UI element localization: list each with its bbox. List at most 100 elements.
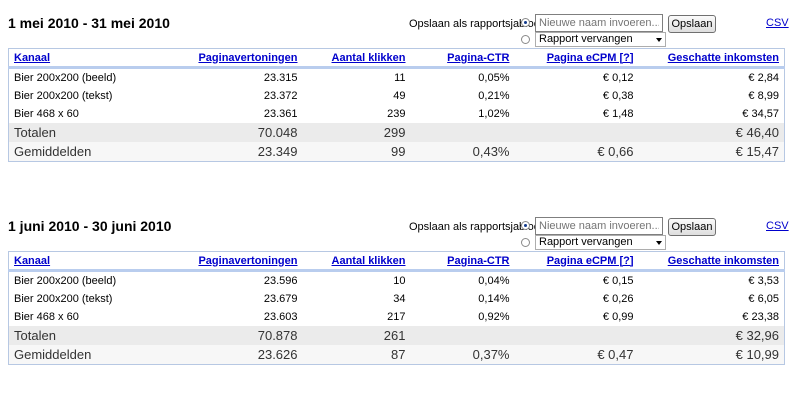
cell-ecpm: € 0,47	[514, 345, 639, 365]
cell-channel: Bier 468 x 60	[14, 108, 79, 120]
column-header-aantal-klikken[interactable]: Aantal klikken	[302, 48, 411, 69]
save-template-label: Opslaan als rapportsjabloon:	[409, 221, 550, 233]
cell-clicks: 299	[302, 123, 411, 142]
column-header-paginavertoningen[interactable]: Paginavertoningen	[138, 48, 303, 69]
template-name-input[interactable]	[535, 217, 663, 235]
cell-clicks: 87	[302, 345, 411, 365]
replace-report-radio[interactable]	[521, 35, 530, 44]
new-name-radio[interactable]	[521, 18, 530, 27]
cell-ctr: 0,05%	[478, 72, 510, 84]
column-header-pagina-ctr[interactable]: Pagina-CTR	[410, 251, 515, 272]
table-row: Bier 200x200 (tekst) 23.679 34 0,14% € 0…	[9, 290, 785, 308]
averages-label: Gemiddelden	[8, 142, 139, 162]
cell-clicks: 261	[302, 326, 411, 345]
table-row: Bier 200x200 (tekst) 23.372 49 0,21% € 0…	[9, 87, 785, 105]
column-header-kanaal[interactable]: Kanaal	[8, 251, 139, 272]
cell-ctr: 0,92%	[478, 311, 510, 323]
save-template-label: Opslaan als rapportsjabloon:	[409, 18, 550, 30]
averages-row: Gemiddelden 23.626 87 0,37% € 0,47 € 10,…	[8, 345, 785, 365]
table-header-row: Kanaal Paginavertoningen Aantal klikken …	[8, 251, 785, 272]
column-header-pagina-ecpm[interactable]: Pagina eCPM [?]	[514, 251, 639, 272]
column-header-paginavertoningen[interactable]: Paginavertoningen	[138, 251, 303, 272]
csv-export-link[interactable]: CSV	[766, 17, 789, 29]
column-header-pagina-ctr[interactable]: Pagina-CTR	[410, 48, 515, 69]
cell-revenue: € 2,84	[748, 72, 779, 84]
cell-ecpm: € 0,99	[602, 311, 634, 323]
cell-revenue: € 32,96	[638, 326, 785, 345]
report-title: 1 juni 2010 - 30 juni 2010	[8, 218, 172, 234]
cell-ecpm: € 0,15	[602, 275, 634, 287]
cell-clicks: 217	[387, 311, 406, 323]
cell-views: 23.349	[138, 142, 303, 162]
cell-views: 23.361	[263, 108, 298, 120]
cell-views: 23.315	[263, 72, 298, 84]
cell-clicks: 11	[394, 72, 406, 84]
cell-revenue: € 8,99	[748, 90, 779, 102]
csv-export-link[interactable]: CSV	[766, 220, 789, 232]
template-name-input[interactable]	[535, 14, 663, 32]
table-row: Bier 200x200 (beeld) 23.315 11 0,05% € 0…	[9, 68, 785, 88]
cell-ctr: 0,37%	[410, 345, 515, 365]
cell-clicks: 239	[387, 108, 406, 120]
dropdown-arrow-icon	[656, 241, 662, 245]
cell-ecpm	[514, 123, 639, 142]
table-row: Bier 468 x 60 23.361 239 1,02% € 1,48 € …	[9, 105, 785, 123]
cell-views: 23.679	[263, 293, 298, 305]
cell-ecpm: € 0,26	[602, 293, 634, 305]
cell-channel: Bier 200x200 (beeld)	[14, 72, 117, 84]
cell-ecpm: € 0,38	[602, 90, 634, 102]
cell-ctr: 0,21%	[478, 90, 510, 102]
cell-clicks: 34	[393, 293, 406, 305]
cell-clicks: 10	[393, 275, 406, 287]
table-row: Bier 200x200 (beeld) 23.596 10 0,04% € 0…	[9, 271, 785, 291]
cell-revenue: € 23,38	[742, 311, 779, 323]
column-header-aantal-klikken[interactable]: Aantal klikken	[302, 251, 411, 272]
cell-revenue: € 6,05	[748, 293, 779, 305]
report-title: 1 mei 2010 - 31 mei 2010	[8, 15, 170, 31]
cell-revenue: € 46,40	[638, 123, 785, 142]
cell-ctr	[410, 326, 515, 345]
totals-row: Totalen 70.878 261 € 32,96	[8, 326, 785, 345]
column-header-kanaal[interactable]: Kanaal	[8, 48, 139, 69]
cell-ecpm	[514, 326, 639, 345]
cell-ctr: 1,02%	[478, 108, 510, 120]
averages-row: Gemiddelden 23.349 99 0,43% € 0,66 € 15,…	[8, 142, 785, 162]
cell-clicks: 99	[302, 142, 411, 162]
replace-report-select[interactable]: Rapport vervangen	[535, 32, 666, 47]
cell-ecpm: € 0,66	[514, 142, 639, 162]
cell-revenue: € 34,57	[742, 108, 779, 120]
cell-channel: Bier 200x200 (beeld)	[14, 275, 117, 287]
column-header-pagina-ecpm[interactable]: Pagina eCPM [?]	[514, 48, 639, 69]
cell-channel: Bier 468 x 60	[14, 311, 79, 323]
cell-ecpm: € 0,12	[602, 72, 634, 84]
dropdown-arrow-icon	[656, 38, 662, 42]
save-template-button[interactable]: Opslaan	[668, 15, 716, 33]
cell-views: 23.596	[263, 275, 298, 287]
cell-ctr: 0,14%	[478, 293, 510, 305]
replace-report-select[interactable]: Rapport vervangen	[535, 235, 666, 250]
save-template-button[interactable]: Opslaan	[668, 218, 716, 236]
cell-views: 23.372	[263, 90, 298, 102]
column-header-geschatte-inkomsten[interactable]: Geschatte inkomsten	[638, 251, 785, 272]
cell-views: 70.048	[138, 123, 303, 142]
stats-table: Kanaal Paginavertoningen Aantal klikken …	[8, 48, 785, 162]
cell-ctr	[410, 123, 515, 142]
cell-views: 23.603	[263, 311, 298, 323]
replace-report-radio[interactable]	[521, 238, 530, 247]
replace-report-select-value: Rapport vervangen	[539, 236, 633, 248]
totals-row: Totalen 70.048 299 € 46,40	[8, 123, 785, 142]
cell-channel: Bier 200x200 (tekst)	[14, 90, 113, 102]
cell-channel: Bier 200x200 (tekst)	[14, 293, 113, 305]
averages-label: Gemiddelden	[8, 345, 139, 365]
new-name-radio[interactable]	[521, 221, 530, 230]
cell-clicks: 49	[393, 90, 406, 102]
cell-views: 23.626	[138, 345, 303, 365]
cell-ctr: 0,04%	[478, 275, 510, 287]
replace-report-select-value: Rapport vervangen	[539, 33, 633, 45]
totals-label: Totalen	[8, 326, 139, 345]
cell-ctr: 0,43%	[410, 142, 515, 162]
cell-revenue: € 3,53	[748, 275, 779, 287]
table-header-row: Kanaal Paginavertoningen Aantal klikken …	[8, 48, 785, 69]
column-header-geschatte-inkomsten[interactable]: Geschatte inkomsten	[638, 48, 785, 69]
table-row: Bier 468 x 60 23.603 217 0,92% € 0,99 € …	[9, 308, 785, 326]
